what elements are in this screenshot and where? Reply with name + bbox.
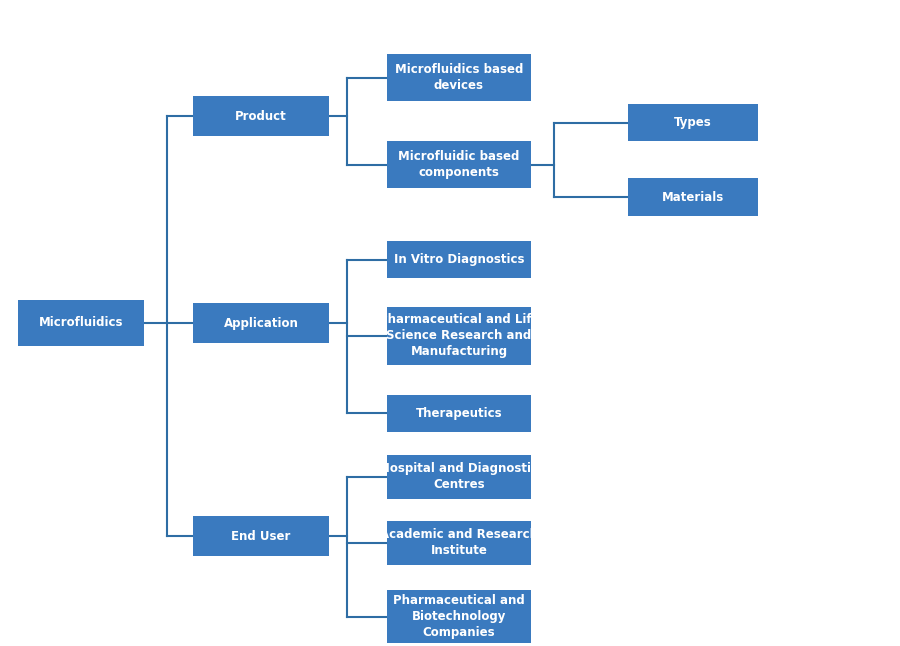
Text: Microfluidic based
components: Microfluidic based components: [399, 151, 519, 179]
Text: Materials: Materials: [662, 191, 724, 203]
FancyBboxPatch shape: [194, 516, 328, 556]
FancyBboxPatch shape: [387, 521, 531, 565]
FancyBboxPatch shape: [387, 590, 531, 643]
Text: Hospital and Diagnostic
Centres: Hospital and Diagnostic Centres: [380, 463, 538, 491]
FancyBboxPatch shape: [628, 104, 758, 141]
Text: End User: End User: [231, 530, 291, 543]
Text: Types: Types: [674, 116, 712, 129]
Text: Microfluidics: Microfluidics: [39, 317, 123, 329]
FancyBboxPatch shape: [387, 141, 531, 188]
FancyBboxPatch shape: [387, 395, 531, 432]
Text: Academic and Research
Institute: Academic and Research Institute: [380, 528, 538, 557]
Text: Pharmaceutical and
Biotechnology
Companies: Pharmaceutical and Biotechnology Compani…: [393, 594, 525, 640]
FancyBboxPatch shape: [194, 303, 328, 343]
Text: Microfluidics based
devices: Microfluidics based devices: [395, 63, 523, 92]
Text: Product: Product: [235, 110, 287, 123]
Text: Application: Application: [223, 317, 299, 329]
Text: Therapeutics: Therapeutics: [416, 407, 502, 420]
FancyBboxPatch shape: [18, 300, 144, 346]
FancyBboxPatch shape: [387, 455, 531, 499]
FancyBboxPatch shape: [194, 96, 328, 136]
FancyBboxPatch shape: [387, 307, 531, 365]
FancyBboxPatch shape: [387, 54, 531, 101]
Text: Pharmaceutical and Life
Science Research and
Manufacturing: Pharmaceutical and Life Science Research…: [379, 313, 539, 359]
FancyBboxPatch shape: [628, 178, 758, 216]
FancyBboxPatch shape: [387, 241, 531, 278]
Text: In Vitro Diagnostics: In Vitro Diagnostics: [394, 253, 524, 266]
